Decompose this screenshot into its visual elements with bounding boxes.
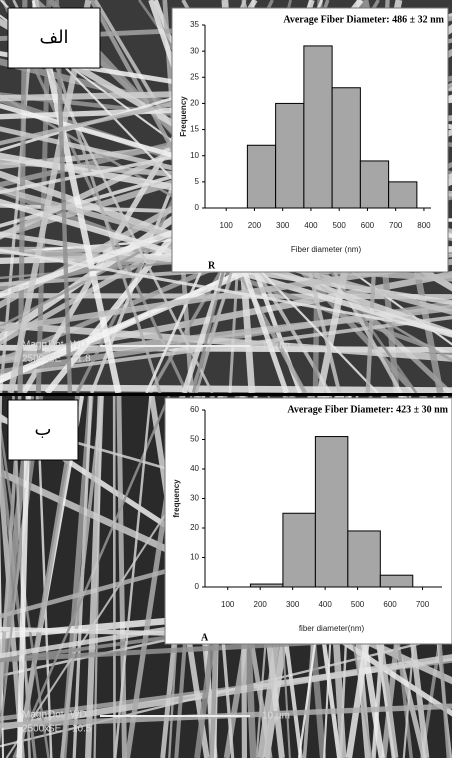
y-tick-label: 25 xyxy=(190,72,199,81)
y-tick-label: 30 xyxy=(190,46,199,55)
y-tick-label: 0 xyxy=(195,203,200,212)
y-tick-label: 5 xyxy=(195,177,200,186)
corner-label: R xyxy=(208,260,216,271)
x-tick-label: 500 xyxy=(351,600,365,609)
sem-info: Magn xyxy=(22,340,47,351)
chart-title: Average Fiber Diameter: 423 ± 30 nm xyxy=(287,404,448,415)
x-tick-label: 400 xyxy=(304,221,318,230)
y-tick-label: 35 xyxy=(190,20,199,29)
x-tick-label: 800 xyxy=(417,221,431,230)
bar xyxy=(380,575,412,587)
figure: MagnDotWD2500xSE11.810 µmالفAverage Fibe… xyxy=(0,0,452,758)
panel-label: ب xyxy=(35,419,52,440)
y-axis-label: frequency xyxy=(172,479,181,518)
sem-info: Magn xyxy=(22,710,47,721)
x-axis-label: fiber diameter(nm) xyxy=(299,624,365,633)
x-tick-label: 600 xyxy=(361,221,375,230)
sem-info: SE xyxy=(48,354,62,365)
chart-title: Average Fiber Diameter: 486 ± 32 nm xyxy=(283,14,444,25)
sem-info: SE xyxy=(48,724,62,735)
y-axis-label: Frequency xyxy=(179,96,188,137)
y-tick-label: 30 xyxy=(190,494,199,503)
sem-info: 2500x xyxy=(22,724,49,735)
x-tick-label: 200 xyxy=(254,600,268,609)
scale-label: 10 µm xyxy=(262,711,290,722)
x-tick-label: 400 xyxy=(318,600,332,609)
y-tick-label: 0 xyxy=(195,582,200,591)
y-tick-label: 10 xyxy=(190,553,199,562)
bar xyxy=(276,103,304,208)
bar xyxy=(247,145,275,208)
bar xyxy=(304,46,332,208)
sem-info: WD xyxy=(70,340,87,351)
x-tick-label: 300 xyxy=(276,221,290,230)
page: {"chart_data": [ {"type": "histogram", "… xyxy=(0,0,452,758)
y-tick-label: 40 xyxy=(190,464,199,473)
sem-info: WD xyxy=(70,710,87,721)
y-tick-label: 60 xyxy=(190,405,199,414)
x-tick-label: 500 xyxy=(333,221,347,230)
corner-label: A xyxy=(201,632,209,643)
y-tick-label: 15 xyxy=(190,125,199,134)
bar xyxy=(348,531,380,587)
scale-label: 10 µm xyxy=(262,341,290,352)
x-axis-label: Fiber diameter (nm) xyxy=(291,245,362,254)
sem-info: Dot xyxy=(48,710,64,721)
sem-info: 10.5 xyxy=(72,724,92,735)
bar xyxy=(360,161,388,208)
bar xyxy=(283,513,315,587)
x-tick-label: 700 xyxy=(389,221,403,230)
x-tick-label: 100 xyxy=(220,221,234,230)
x-tick-label: 100 xyxy=(221,600,235,609)
x-tick-label: 300 xyxy=(286,600,300,609)
y-tick-label: 50 xyxy=(190,435,199,444)
sem-info: Dot xyxy=(48,340,64,351)
x-tick-label: 200 xyxy=(248,221,262,230)
bar xyxy=(332,88,360,208)
bar xyxy=(315,437,347,587)
sem-info: 11.8 xyxy=(72,354,91,365)
y-tick-label: 20 xyxy=(190,523,199,532)
panel-label: الف xyxy=(39,27,68,48)
sem-info: 2500x xyxy=(22,354,49,365)
y-tick-label: 10 xyxy=(190,151,199,160)
x-tick-label: 700 xyxy=(416,600,430,609)
x-tick-label: 600 xyxy=(383,600,397,609)
y-tick-label: 20 xyxy=(190,99,199,108)
bar xyxy=(389,182,417,208)
